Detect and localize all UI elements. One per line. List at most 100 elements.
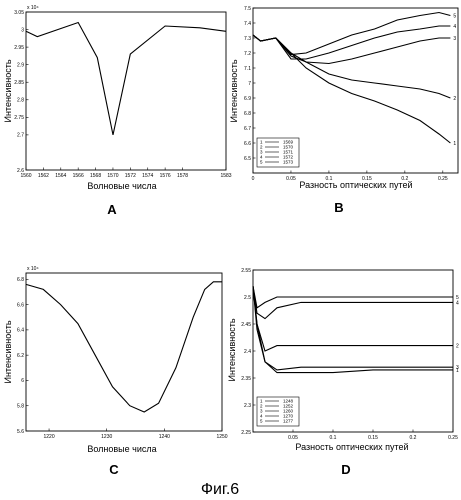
- panel-c-letter: C: [109, 462, 119, 477]
- panel-d-xtick-label: 0.1: [330, 435, 337, 441]
- panel-d-legend-index: 3: [260, 409, 263, 414]
- panel-d-legend: 1 1248 2 1252 3 1260 4 1270 5 1277: [256, 396, 300, 427]
- panel-c-series-1: [25, 281, 222, 413]
- panel-d-series-2: [252, 286, 453, 352]
- panel-d-legend-value: 1277: [283, 419, 294, 424]
- panel-b-series-label: 3: [453, 36, 456, 42]
- panel-d-ytick-label: 2.5: [244, 295, 251, 301]
- panel-b-xtick-label: 0.05: [286, 176, 296, 182]
- panel-d-ylabel: Интенсивность: [227, 318, 237, 381]
- panel-c-xtick-label: 1220: [43, 434, 54, 440]
- panel-d-legend-index: 5: [260, 419, 263, 424]
- panel-b-legend-value: 1573: [283, 160, 294, 165]
- panel-d-xtick-label: 0.05: [288, 435, 298, 441]
- panel-d-letter: D: [341, 462, 350, 477]
- panel-c-xtick-label: 1230: [101, 434, 112, 440]
- panel-d-xtick-label: 0.2: [410, 435, 417, 441]
- panel-d-ytick-label: 2.25: [241, 430, 251, 436]
- panel-d-legend-value: 1270: [283, 414, 294, 419]
- panel-a-xtick-label: 1576: [160, 173, 171, 179]
- panel-b-series-label: 4: [453, 24, 456, 30]
- panel-c: x 10⁴ 1220 1230 1240 1250 5.6 5.8 6 6.2 6.4 6.6 6.…: [3, 266, 228, 477]
- panel-d-legend-index: 2: [260, 404, 263, 409]
- panel-c-xtick-label: 1240: [159, 434, 170, 440]
- panel-b-legend-index: 5: [260, 160, 263, 165]
- panel-d-series-1: [252, 286, 453, 374]
- panel-d-ytick-label: 2.35: [241, 376, 251, 382]
- panel-d-series-label: 4: [456, 300, 459, 306]
- panel-b-legend: 1 1569 2 1570 3 1571 4 1572 5 1573: [256, 137, 300, 168]
- panel-b-legend-value: 1569: [283, 140, 294, 145]
- panel-a-xtick-label: 1562: [38, 173, 49, 179]
- panel-c-xlabel: Волновые числа: [87, 444, 156, 454]
- panel-b-xtick-label: 0.2: [401, 176, 408, 182]
- panel-a: x 10⁴ 1560 1562 1564 1566 1568 1570 1572 1574 15…: [3, 5, 232, 217]
- panel-c-ytick-label: 5.6: [17, 429, 24, 435]
- panel-d-xlabel: Разность оптических путей: [295, 442, 408, 452]
- panel-a-ytick-label: 2.8: [17, 98, 24, 104]
- panel-b-series-label: 2: [453, 96, 456, 102]
- panel-a-ytick-label: 3.05: [14, 10, 24, 16]
- panel-d-legend-index: 1: [260, 399, 263, 404]
- panel-b-series-4: [252, 25, 451, 60]
- panel-d-series-5: [252, 286, 453, 309]
- figure-caption: Фиг.6: [201, 481, 239, 498]
- panel-d-xtick-label: 0.25: [448, 435, 458, 441]
- panel-a-xtick-label: 1560: [20, 173, 31, 179]
- panel-b-ytick-label: 7: [248, 81, 251, 87]
- panel-c-ytick-label: 6.6: [17, 302, 24, 308]
- panel-d-legend-value: 1260: [283, 409, 294, 414]
- panel-b-ytick-label: 6.5: [244, 156, 251, 162]
- panel-b-ytick-label: 7.1: [244, 66, 251, 72]
- panel-b-frame: [252, 7, 459, 174]
- panel-b-legend-index: 1: [260, 140, 263, 145]
- panel-b-series-label: 5: [453, 14, 456, 20]
- panel-b-ytick-label: 7.2: [244, 51, 251, 57]
- panel-b-xtick-label: 0.1: [325, 176, 332, 182]
- panel-d-series-label: 1: [456, 368, 459, 374]
- panel-a-xtick-label: 1583: [220, 173, 231, 179]
- panel-d-ytick-label: 2.45: [241, 322, 251, 328]
- panel-b-xtick-label: 0: [252, 176, 255, 182]
- panel-a-ytick-label: 2.95: [14, 45, 24, 51]
- panel-b: 0 0.05 0.1 0.15 0.2 0.25 6.5 6.6 6.7 6.8 6.9 7 7.1 7.…: [229, 6, 459, 215]
- panel-a-xtick-label: 1572: [125, 173, 136, 179]
- panel-b-series-2: [252, 34, 451, 99]
- panel-a-ytick-label: 2.75: [14, 115, 24, 121]
- panel-d-series-label: 3: [456, 365, 459, 371]
- panel-b-ytick-label: 6.9: [244, 96, 251, 102]
- panel-d-legend-index: 4: [260, 414, 263, 419]
- panel-b-ytick-label: 6.8: [244, 111, 251, 117]
- panel-a-xtick-label: 1568: [90, 173, 101, 179]
- panel-b-legend-value: 1572: [283, 155, 294, 160]
- panel-a-xtick-label: 1574: [142, 173, 153, 179]
- panel-a-series-1: [25, 21, 227, 136]
- panel-b-legend-index: 2: [260, 145, 263, 150]
- panel-d-series-label: 2: [456, 344, 459, 350]
- panel-b-series-5: [252, 11, 451, 56]
- panel-a-xtick-label: 1570: [107, 173, 118, 179]
- panel-d-series-3: [252, 286, 453, 371]
- panel-a-ytick-label: 2.7: [17, 133, 24, 139]
- panel-c-xtick-label: 1250: [216, 434, 227, 440]
- panel-b-xtick-label: 0.25: [438, 176, 448, 182]
- panel-a-xlabel: Волновые числа: [87, 181, 156, 191]
- panel-b-legend-value: 1571: [283, 150, 294, 155]
- panel-b-series-3: [252, 34, 451, 65]
- panel-b-letter: B: [334, 200, 343, 215]
- panel-a-exponent: x 10⁴: [27, 5, 39, 11]
- panel-a-xtick-label: 1578: [177, 173, 188, 179]
- panel-c-exponent: x 10⁴: [27, 266, 39, 272]
- panel-a-ytick-label: 2.6: [17, 168, 24, 174]
- panel-b-legend-index: 3: [260, 150, 263, 155]
- panel-a-ytick-label: 3: [21, 27, 24, 33]
- panel-c-ytick-label: 5.8: [17, 404, 24, 410]
- panel-b-series-label: 1: [453, 141, 456, 147]
- panel-a-xtick-label: 1566: [73, 173, 84, 179]
- panel-b-ylabel: Интенсивность: [229, 59, 239, 122]
- panel-a-frame: [25, 11, 227, 171]
- panel-b-legend-index: 4: [260, 155, 263, 160]
- panel-b-ytick-label: 7.3: [244, 36, 251, 42]
- panel-d-ytick-label: 2.55: [241, 268, 251, 274]
